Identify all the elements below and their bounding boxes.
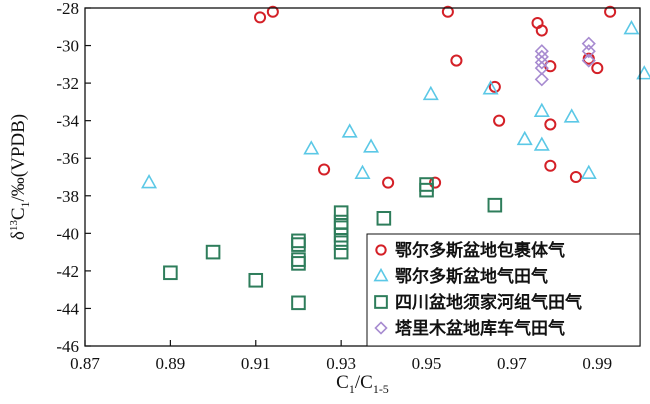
square-point (291, 295, 306, 311)
triangle-point (563, 108, 580, 123)
diamond-point (581, 44, 596, 59)
y-title-delta: δ (8, 231, 29, 240)
x-tick-label: 0.93 (326, 354, 356, 373)
triangle-point (636, 65, 650, 80)
circle-point (253, 11, 267, 24)
x-title-c1: C (336, 372, 349, 393)
square-point (333, 227, 349, 243)
square-point (291, 233, 306, 249)
legend-item-sichuan-gas: 四川盆地须家河组气田气 (374, 292, 582, 313)
square-point (291, 237, 306, 252)
circle-point (604, 5, 617, 18)
x-tick-label: 0.91 (241, 354, 271, 373)
data-points (141, 5, 650, 311)
circle-point (544, 159, 557, 172)
diamond-point (581, 36, 596, 51)
legend-triangle-icon (373, 267, 389, 282)
triangle-point (341, 123, 358, 138)
x-axis-title: C1/C1-5 (336, 372, 389, 396)
x-title-sub1: 1 (349, 382, 355, 396)
legend-label-tarim-gas: 塔里木盆地库车气田气 (395, 318, 565, 339)
circle-point (569, 170, 583, 184)
square-point (291, 256, 306, 271)
circle-point (266, 5, 279, 18)
triangle-point (516, 130, 533, 146)
y-title-sub: 1 (18, 201, 32, 207)
legend-box (366, 233, 641, 347)
square-point (333, 244, 349, 260)
legend-item-baoguoti: 鄂尔多斯盆地包裹体气 (375, 240, 565, 261)
y-tick-label: -46 (56, 337, 79, 356)
x-tick-label: 0.89 (156, 354, 186, 373)
y-tick-label: -36 (56, 149, 79, 168)
square-point (333, 205, 349, 220)
triangle-point (623, 20, 640, 35)
y-tick-label: -44 (56, 299, 79, 318)
legend-diamond-icon (374, 321, 388, 335)
x-tick-label: 0.97 (497, 354, 527, 373)
diamond-point (534, 55, 549, 70)
triangle-point (580, 164, 597, 179)
x-tick-label: 0.99 (582, 354, 612, 373)
triangle-point (533, 102, 550, 117)
y-title-rest: /‰(VPDB) (8, 114, 29, 202)
circle-point (488, 80, 501, 93)
triangle-point (354, 164, 371, 179)
triangle-point (422, 85, 439, 101)
circle-point (450, 54, 463, 67)
circle-point (441, 5, 454, 18)
square-point (419, 177, 434, 192)
square-point (163, 265, 178, 281)
legend-circle-icon (375, 244, 387, 256)
square-point (333, 235, 349, 251)
y-title-c: C (8, 207, 29, 220)
y-tick-label: -28 (56, 0, 79, 18)
legend-item-ordos-gas: 鄂尔多斯盆地气田气 (373, 266, 548, 287)
legend: 鄂尔多斯盆地包裹体气 鄂尔多斯盆地气田气 四川盆地须家河组气田气 塔里木盆地库车… (366, 233, 641, 347)
x-title-sub2: 1-5 (373, 382, 389, 396)
legend-label-ordos-gas: 鄂尔多斯盆地气田气 (395, 266, 548, 287)
square-point (248, 272, 264, 288)
y-tick-label: -38 (56, 187, 79, 206)
y-tick-label: -42 (56, 262, 79, 281)
circle-point (544, 118, 557, 131)
y-axis-title: δ13C1/‰(VPDB) (8, 114, 32, 240)
square-point (376, 211, 392, 226)
circle-point (382, 176, 395, 189)
y-tick-label: -34 (56, 112, 79, 131)
y-tick-label: -40 (56, 224, 79, 243)
square-point (487, 197, 503, 213)
triangle-point (482, 80, 499, 95)
diamond-point (534, 72, 549, 87)
triangle-point (303, 140, 320, 155)
y-title-sup: 13 (8, 220, 20, 232)
square-point (291, 252, 306, 267)
legend-label-sichuan-gas: 四川盆地须家河组气田气 (395, 292, 582, 313)
triangle-point (533, 136, 550, 151)
legend-item-tarim-gas: 塔里木盆地库车气田气 (374, 318, 565, 339)
triangle-point (141, 173, 158, 189)
circle-point (591, 62, 604, 75)
x-tick-label: 0.87 (70, 354, 100, 373)
circle-point (493, 114, 506, 127)
circle-point (535, 24, 548, 37)
x-tick-label: 0.95 (412, 354, 442, 373)
triangle-point (363, 138, 380, 153)
axis-ticks: 0.87 0.89 0.91 0.93 0.95 0.97 0.99 -28 -30 -32 -34… (56, 0, 612, 373)
legend-label-baoguoti: 鄂尔多斯盆地包裹体气 (395, 240, 565, 261)
square-point (205, 244, 221, 260)
diamond-point (581, 53, 596, 68)
x-title-slash: /C (355, 372, 373, 393)
square-point (333, 220, 349, 235)
legend-square-icon (374, 295, 388, 309)
circle-point (429, 176, 442, 189)
plot-frame (84, 7, 641, 347)
circle-point (318, 163, 331, 176)
y-tick-label: -30 (56, 37, 79, 56)
y-tick-label: -32 (56, 74, 79, 93)
